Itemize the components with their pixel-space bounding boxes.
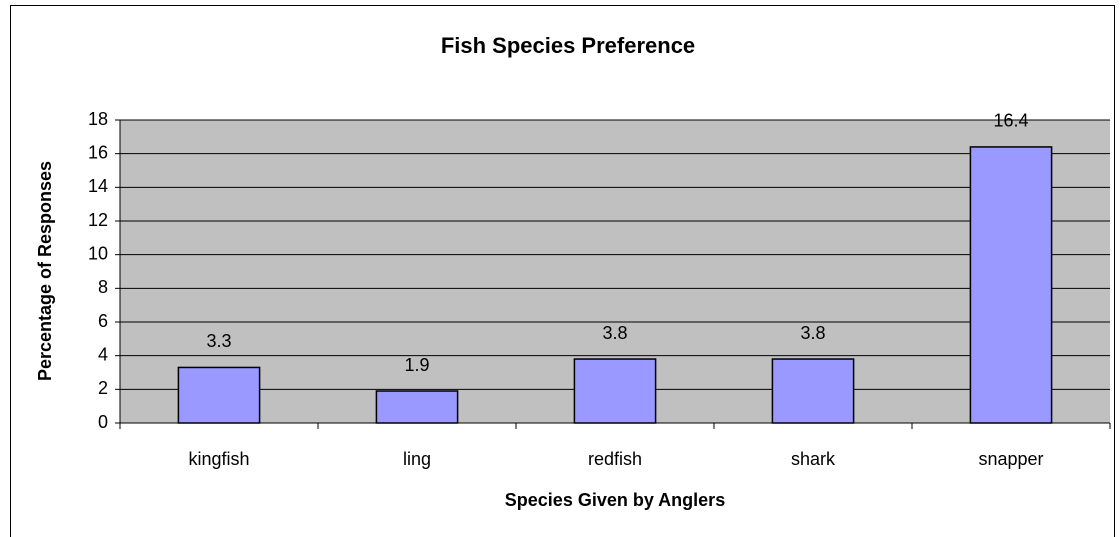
data-label: 3.8 xyxy=(602,323,627,343)
bar xyxy=(969,146,1053,424)
x-tick-label: shark xyxy=(791,449,836,469)
y-tick-label: 12 xyxy=(88,210,108,230)
chart-title: Fish Species Preference xyxy=(441,33,695,58)
y-tick-label: 0 xyxy=(98,412,108,432)
y-tick-label: 10 xyxy=(88,243,108,263)
bar xyxy=(573,358,657,424)
y-tick-label: 4 xyxy=(98,344,108,364)
x-tick-label: ling xyxy=(403,449,431,469)
data-label: 3.8 xyxy=(800,323,825,343)
data-label: 3.3 xyxy=(206,331,231,351)
data-label: 16.4 xyxy=(993,111,1028,131)
bar xyxy=(375,390,459,424)
x-axis-title: Species Given by Anglers xyxy=(505,490,725,510)
x-tick-label: snapper xyxy=(978,449,1043,469)
y-tick-label: 8 xyxy=(98,277,108,297)
y-tick-label: 18 xyxy=(88,109,108,129)
bar xyxy=(771,358,855,424)
x-tick-label: redfish xyxy=(588,449,642,469)
y-tick-label: 2 xyxy=(98,378,108,398)
y-axis-title: Percentage of Responses xyxy=(35,161,55,381)
y-tick-label: 14 xyxy=(88,176,108,196)
y-tick-label: 6 xyxy=(98,311,108,331)
x-tick-label: kingfish xyxy=(188,449,249,469)
bar xyxy=(177,366,261,424)
data-label: 1.9 xyxy=(404,355,429,375)
y-tick-label: 16 xyxy=(88,142,108,162)
